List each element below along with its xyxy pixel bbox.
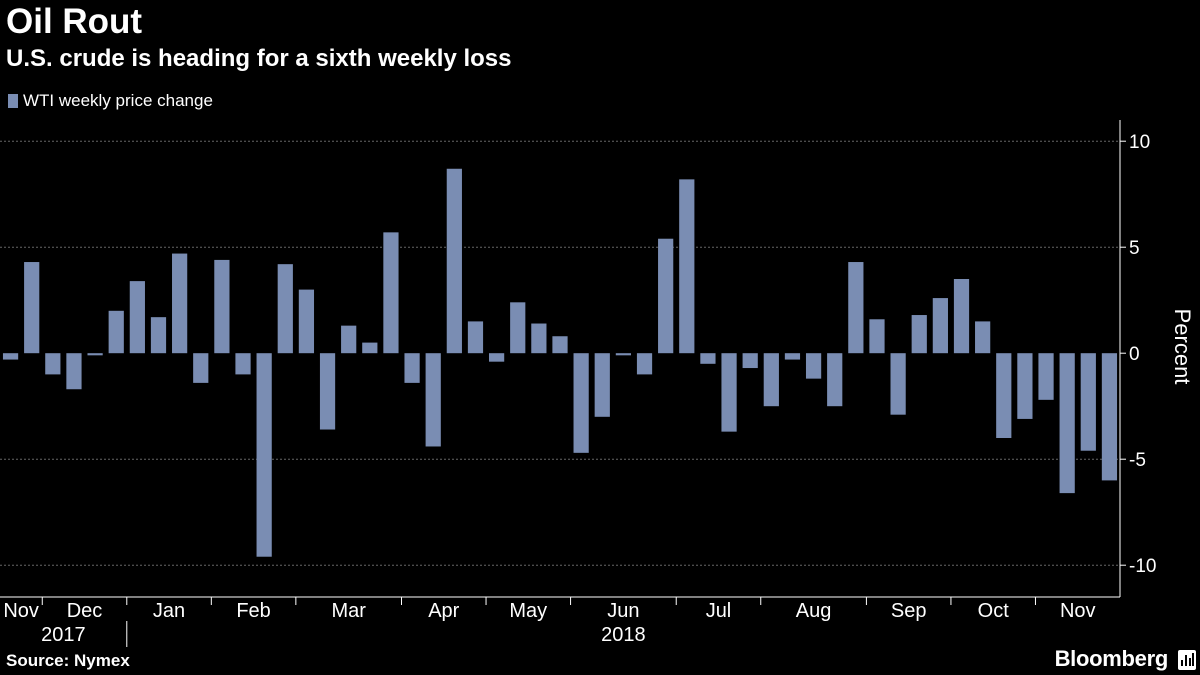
brand-logo: Bloomberg	[1054, 646, 1169, 671]
bar	[488, 353, 505, 362]
bar	[66, 353, 82, 390]
x-tick-label: Nov	[3, 600, 39, 622]
y-tick-label: -5	[1129, 450, 1146, 471]
bar	[700, 353, 716, 364]
bar	[763, 353, 779, 407]
legend-label: WTI weekly price change	[23, 91, 213, 110]
bar	[129, 281, 145, 354]
bar	[848, 262, 864, 354]
bar	[573, 353, 589, 453]
bar	[150, 317, 167, 354]
bar	[594, 353, 610, 417]
y-tick-label: 10	[1129, 132, 1150, 153]
bar	[319, 353, 336, 430]
bar	[108, 310, 124, 354]
bar	[256, 353, 272, 557]
x-tick-label: Aug	[796, 600, 832, 622]
bar	[742, 353, 758, 369]
bar	[341, 325, 357, 354]
bar	[2, 353, 19, 360]
bar	[362, 342, 378, 354]
bar	[1080, 353, 1096, 451]
bar	[784, 353, 801, 360]
bar	[805, 353, 822, 379]
bar	[869, 319, 885, 354]
bar	[446, 168, 462, 354]
bar	[1038, 353, 1054, 400]
bar	[510, 302, 526, 354]
x-tick-label: Mar	[331, 600, 366, 622]
legend: WTI weekly price change	[8, 91, 213, 111]
x-tick-label: May	[509, 600, 547, 622]
bar	[721, 353, 737, 432]
bloomberg-terminal-icon	[1178, 650, 1196, 670]
bar	[235, 353, 251, 375]
bar	[636, 353, 653, 375]
bar	[890, 353, 906, 415]
bar	[932, 298, 948, 354]
bar	[531, 323, 547, 354]
bar	[953, 279, 970, 354]
chart-subtitle: U.S. crude is heading for a sixth weekly…	[6, 45, 512, 72]
x-tick-label: Jan	[153, 600, 185, 622]
year-label: 2017	[41, 624, 86, 646]
bar	[467, 321, 484, 354]
y-tick-label: -10	[1129, 556, 1156, 577]
bar	[679, 179, 695, 354]
legend-swatch	[8, 94, 18, 108]
x-tick-label: Jun	[607, 600, 639, 622]
y-tick-label: 0	[1129, 344, 1140, 365]
year-label: 2018	[601, 624, 646, 646]
x-tick-label: Feb	[236, 600, 270, 622]
bar	[827, 353, 843, 407]
bar	[1059, 353, 1075, 494]
bar	[45, 353, 61, 375]
x-tick-label: Sep	[891, 600, 927, 622]
x-tick-label: Nov	[1060, 600, 1096, 622]
x-tick-label: Jul	[706, 600, 732, 622]
bar	[193, 353, 209, 383]
bar	[658, 238, 674, 354]
bar	[975, 321, 991, 354]
bar	[404, 353, 420, 383]
bar	[615, 353, 632, 356]
x-tick-label: Oct	[978, 600, 1010, 622]
bar	[277, 264, 293, 354]
bar	[552, 336, 568, 354]
bar	[298, 289, 315, 354]
bar	[214, 259, 230, 354]
bar	[1017, 353, 1033, 419]
bar	[172, 253, 188, 354]
chart-title: Oil Rout	[6, 2, 143, 41]
bar	[1101, 353, 1118, 481]
bar	[911, 315, 927, 354]
bar	[996, 353, 1012, 438]
bar	[425, 353, 441, 447]
bar	[24, 262, 40, 354]
x-tick-label: Apr	[428, 600, 459, 622]
bar	[87, 353, 103, 356]
bar	[383, 232, 399, 354]
y-axis-label: Percent	[1170, 309, 1195, 385]
source-note: Source: Nymex	[6, 651, 130, 670]
x-tick-label: Dec	[67, 600, 103, 622]
y-tick-label: 5	[1129, 238, 1140, 259]
